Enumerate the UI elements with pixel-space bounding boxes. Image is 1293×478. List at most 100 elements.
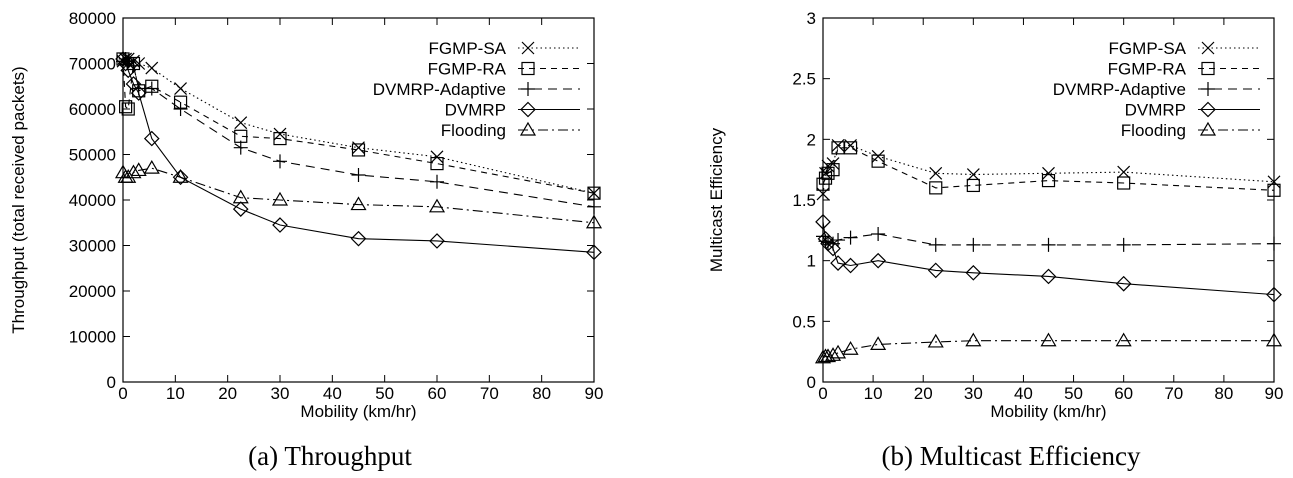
data-point-marker	[819, 348, 837, 363]
data-point-marker	[587, 186, 601, 200]
data-point-marker	[173, 102, 188, 116]
x-tick-label: 50	[1064, 384, 1083, 403]
x-tick-label: 70	[480, 384, 499, 403]
legend-marker	[1200, 101, 1216, 118]
data-point-marker	[1041, 173, 1056, 188]
x-tick-label: 0	[818, 384, 827, 403]
data-point-marker	[430, 174, 444, 189]
data-point-marker	[928, 237, 943, 252]
chart-throughput: 0 10 20 30 40 50 60 70 80 90 0 10000 20000 30000 40000…	[9, 9, 603, 471]
data-point-marker	[234, 116, 248, 130]
data-point-marker	[1040, 332, 1057, 347]
legend-marker	[1201, 61, 1215, 76]
y-tick-label: 2.5	[792, 70, 816, 89]
y-tick-label: 20000	[69, 282, 116, 301]
y-tick-label: 80000	[69, 9, 116, 28]
data-point-marker	[119, 100, 133, 114]
x-tick-label: 20	[914, 384, 933, 403]
data-point-marker	[430, 157, 444, 171]
data-point-marker	[965, 332, 982, 347]
data-point-marker	[587, 199, 601, 214]
data-point-marker	[842, 257, 859, 274]
x-tick-label: 20	[218, 384, 237, 403]
data-point-marker	[174, 82, 187, 95]
data-point-marker	[130, 85, 147, 101]
data-point-marker	[1117, 176, 1131, 190]
data-point-marker	[870, 252, 886, 269]
data-point-marker	[814, 349, 832, 364]
data-point-marker	[121, 102, 135, 116]
y-tick-label: 1.5	[792, 191, 816, 210]
legend-label: DVMRP-Adaptive	[373, 80, 506, 99]
series-fgmp-ra	[816, 141, 1281, 197]
figure-caption: (a) Throughput	[248, 441, 412, 471]
data-point-marker	[428, 198, 446, 213]
data-point-marker	[125, 164, 142, 179]
y-tick-label: 0.5	[792, 312, 816, 331]
y-axis-label: Multicast Efficiency	[707, 127, 726, 272]
data-point-marker	[871, 154, 885, 168]
data-point-marker	[817, 230, 834, 247]
data-point-marker	[821, 166, 835, 180]
data-point-marker	[126, 58, 141, 73]
legend-marker	[520, 101, 536, 118]
x-axis-label: Mobility (km/hr)	[300, 402, 416, 421]
legend-marker	[521, 82, 535, 96]
data-point-marker	[843, 141, 858, 155]
legend-marker	[1199, 121, 1217, 136]
data-point-marker	[232, 201, 249, 217]
x-tick-label: 40	[323, 384, 342, 403]
data-point-marker	[1115, 332, 1132, 347]
data-point-marker	[927, 262, 944, 279]
y-tick-label: 50000	[69, 146, 116, 165]
legend-marker	[1201, 41, 1215, 55]
data-point-marker	[871, 149, 885, 163]
data-point-marker	[273, 154, 287, 169]
legend-marker	[521, 61, 535, 76]
data-point-marker	[233, 140, 248, 155]
x-tick-label: 80	[1214, 384, 1233, 403]
data-point-marker	[929, 166, 943, 180]
data-point-marker	[831, 233, 846, 248]
data-point-marker	[966, 178, 980, 193]
data-point-marker	[966, 168, 980, 181]
data-point-marker	[232, 189, 249, 204]
x-tick-label: 30	[964, 384, 983, 403]
data-point-marker	[351, 143, 366, 157]
x-tick-label: 10	[166, 384, 185, 403]
plot-frame	[822, 17, 1275, 383]
data-point-marker	[115, 51, 131, 67]
x-tick-label: 90	[585, 384, 604, 403]
data-point-marker	[842, 341, 859, 355]
y-tick-label: 30000	[69, 237, 116, 256]
series-dvmrp	[815, 213, 1282, 303]
data-point-marker	[586, 244, 602, 261]
data-point-marker	[120, 169, 137, 183]
data-point-marker	[130, 162, 147, 177]
data-point-marker	[815, 213, 831, 230]
x-axis-label: Mobility (km/hr)	[990, 402, 1106, 421]
data-point-marker	[826, 163, 840, 177]
x-tick-label: 60	[428, 384, 447, 403]
series-fgmp-sa	[816, 138, 1281, 201]
data-point-marker	[818, 171, 833, 185]
data-point-marker	[144, 81, 159, 96]
data-point-marker	[843, 230, 858, 245]
series-line	[822, 147, 1275, 191]
data-point-marker	[965, 264, 982, 281]
legend-label: Flooding	[441, 121, 506, 140]
y-tick-label: 2	[807, 130, 816, 149]
legend-marker	[519, 121, 537, 136]
data-point-marker	[172, 169, 189, 183]
data-point-marker	[271, 191, 289, 206]
data-point-marker	[585, 214, 603, 229]
data-point-marker	[825, 240, 841, 257]
legend-label: DVMRP	[1125, 101, 1186, 120]
data-point-marker	[145, 61, 159, 75]
data-point-marker	[273, 131, 287, 146]
data-point-marker	[143, 159, 160, 174]
y-tick-label: 3	[807, 9, 816, 28]
chart-efficiency: 0 10 20 30 40 50 60 70 80 90 0 0.5 1 1.5 2 2.5 3 Mobility…	[707, 9, 1283, 471]
data-point-marker	[1115, 275, 1132, 292]
